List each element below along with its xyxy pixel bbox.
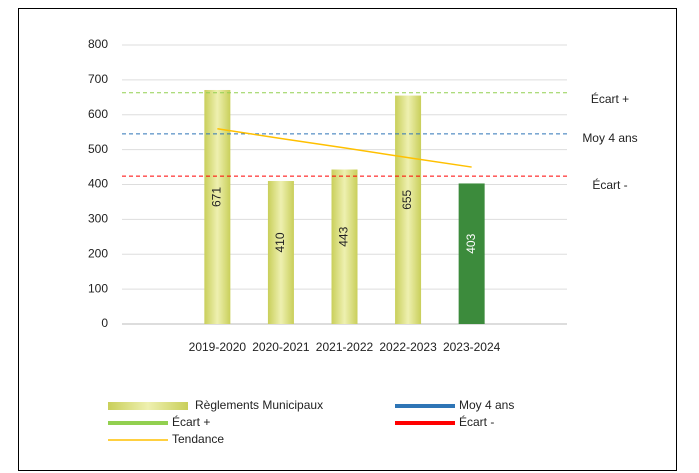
- legend-label: Écart -: [459, 414, 494, 429]
- y-tick-label: 500: [88, 142, 108, 156]
- bar: [267, 181, 294, 324]
- x-tick-label: 2019-2020: [189, 340, 247, 354]
- legend-swatch: [108, 402, 188, 410]
- bar: [331, 169, 358, 324]
- legend-label: Écart +: [172, 414, 210, 429]
- line-series: [217, 127, 472, 168]
- annotation: Écart -: [592, 177, 627, 192]
- bar: [458, 183, 485, 324]
- y-tick-label: 200: [88, 246, 108, 260]
- y-tick-label: 600: [88, 107, 108, 121]
- x-tick-label: 2020-2021: [252, 340, 310, 354]
- x-tick-label: 2021-2022: [316, 340, 374, 354]
- data-label: 655: [400, 189, 414, 209]
- legend-label: Tendance: [172, 432, 224, 446]
- legend-label: Moy 4 ans: [459, 398, 514, 412]
- annotation: Écart +: [591, 91, 629, 106]
- annotation: Moy 4 ans: [582, 131, 637, 145]
- data-label: 443: [337, 226, 351, 246]
- y-tick-label: 0: [101, 316, 108, 330]
- y-tick-label: 400: [88, 177, 108, 191]
- data-label: 410: [273, 232, 287, 252]
- data-label: 403: [464, 233, 478, 253]
- y-tick-label: 700: [88, 72, 108, 86]
- y-tick-label: 800: [88, 37, 108, 51]
- legend-label: Règlements Municipaux: [195, 398, 323, 412]
- data-label: 671: [210, 187, 224, 207]
- x-tick-label: 2023-2024: [443, 340, 501, 354]
- x-tick-label: 2022-2023: [379, 340, 437, 354]
- y-tick-label: 300: [88, 212, 108, 226]
- y-tick-label: 100: [88, 281, 108, 295]
